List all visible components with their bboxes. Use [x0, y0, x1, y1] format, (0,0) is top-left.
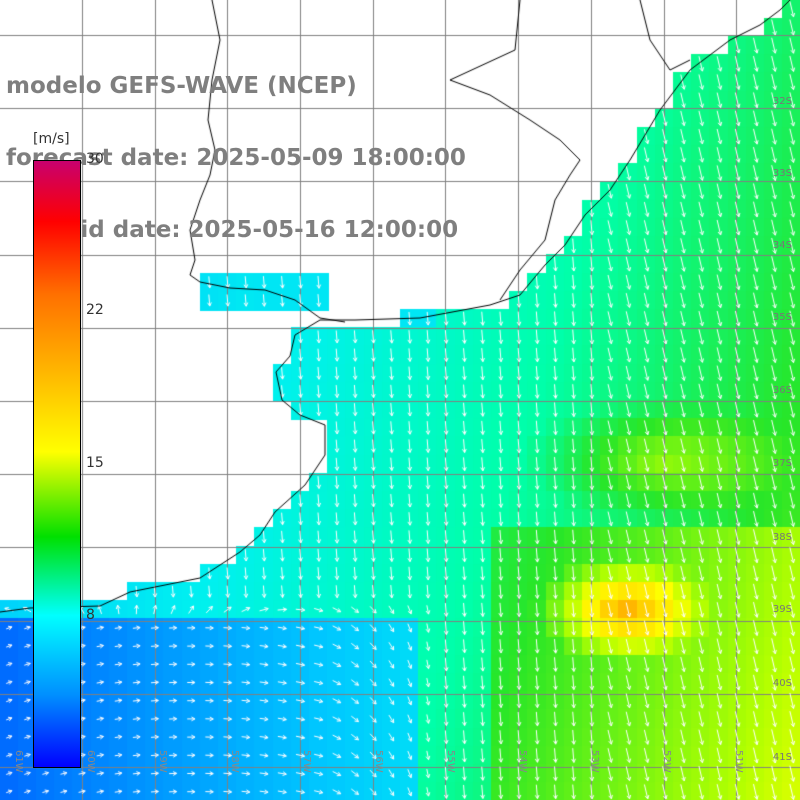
lat-label: 33S [772, 168, 792, 179]
lat-label: 36S [772, 385, 792, 396]
lon-label: 52W [661, 750, 672, 773]
model-name: modelo GEFS-WAVE (NCEP) [6, 73, 357, 99]
lat-label: 37S [772, 458, 792, 469]
lon-label: 56W [373, 750, 384, 773]
lat-label: 39S [772, 604, 792, 615]
colorbar-tick-8: 8 [86, 607, 95, 623]
lon-label: 53W [589, 750, 600, 773]
lon-label: 54W [517, 750, 528, 773]
colorbar-tick-15: 15 [86, 455, 104, 471]
lon-label: 59W [157, 750, 168, 773]
lat-label: 32S [772, 96, 792, 107]
lon-label: 51W [733, 750, 744, 773]
lon-label: 55W [445, 750, 456, 773]
lat-label: 35S [772, 312, 792, 323]
lon-label: 61W [13, 750, 24, 773]
colorbar [33, 160, 81, 768]
lon-label: 57W [301, 750, 312, 773]
lat-label: 34S [772, 240, 792, 251]
colorbar-tick-22: 22 [86, 302, 104, 318]
lat-label: 40S [772, 678, 792, 689]
colorbar-tick-30: 30 [86, 151, 104, 167]
lon-label: 60W [85, 750, 96, 773]
lon-label: 58W [229, 750, 240, 773]
lat-label: 38S [772, 532, 792, 543]
lat-label: 41S [772, 752, 792, 763]
colorbar-unit: [m/s] [33, 131, 70, 147]
